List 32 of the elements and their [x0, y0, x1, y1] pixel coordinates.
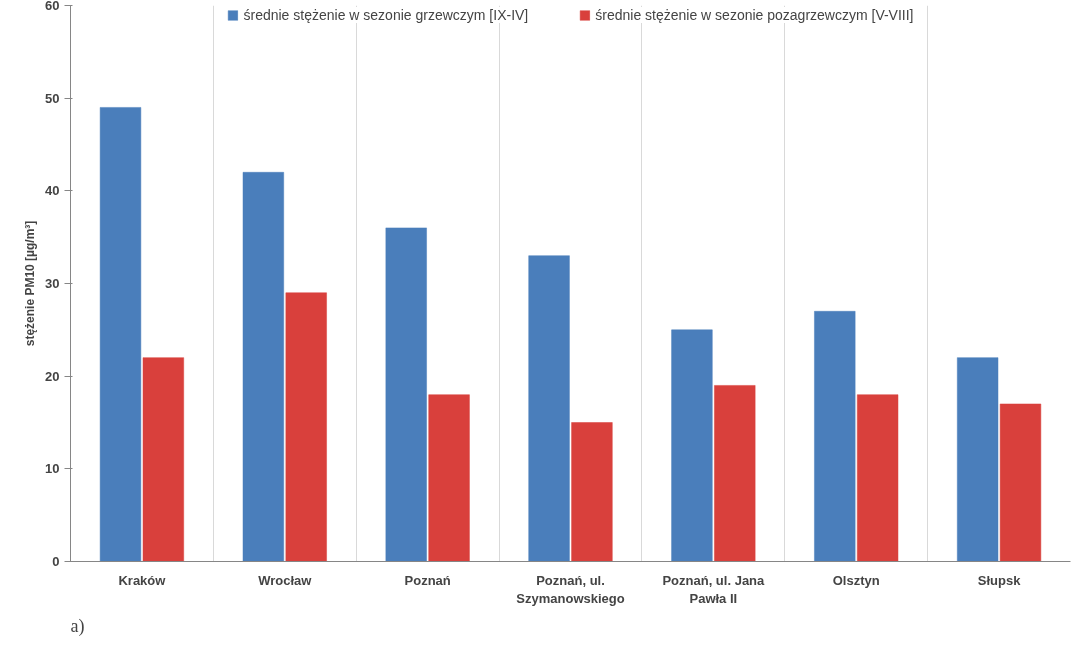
legend-label: średnie stężenie w sezonie grzewczym [IX-IV]	[243, 7, 529, 23]
legend-label: średnie stężenie w sezonie pozagrzewczym [V-VIII]	[595, 7, 914, 23]
bar	[385, 227, 427, 562]
bar	[142, 357, 184, 562]
y-tick-label: 50	[45, 90, 60, 106]
bar	[957, 357, 999, 562]
bar	[99, 107, 142, 562]
bar	[857, 394, 899, 562]
bar	[285, 292, 327, 562]
bar	[528, 255, 570, 562]
x-tick-label: Kraków	[118, 572, 167, 588]
bar	[242, 172, 284, 562]
x-tick-label: Poznań, ul. Jana Pawła II	[662, 572, 766, 606]
y-tick-label: 30	[45, 276, 60, 291]
bar	[671, 329, 713, 562]
y-tick-label: 10	[45, 461, 60, 477]
bar	[814, 311, 856, 562]
y-tick-label: 0	[52, 554, 60, 569]
bar	[999, 403, 1042, 562]
x-tick-label: Olsztyn	[832, 572, 880, 588]
x-tick-label: Słupsk	[977, 572, 1022, 588]
y-tick-label: 40	[45, 183, 60, 199]
bar	[571, 422, 613, 562]
y-axis-title: stężenie PM10 [µg/m³]	[23, 220, 38, 347]
y-tick-label: 20	[45, 368, 60, 384]
bar	[714, 385, 756, 562]
x-tick-label: Poznań	[404, 572, 451, 588]
bar	[428, 394, 470, 562]
y-tick-label: 60	[45, 0, 60, 13]
x-tick-label: Poznań, ul. Szymanowskiego	[516, 572, 625, 606]
text: a)	[70, 615, 85, 637]
x-tick-label: Wrocław	[258, 572, 313, 588]
